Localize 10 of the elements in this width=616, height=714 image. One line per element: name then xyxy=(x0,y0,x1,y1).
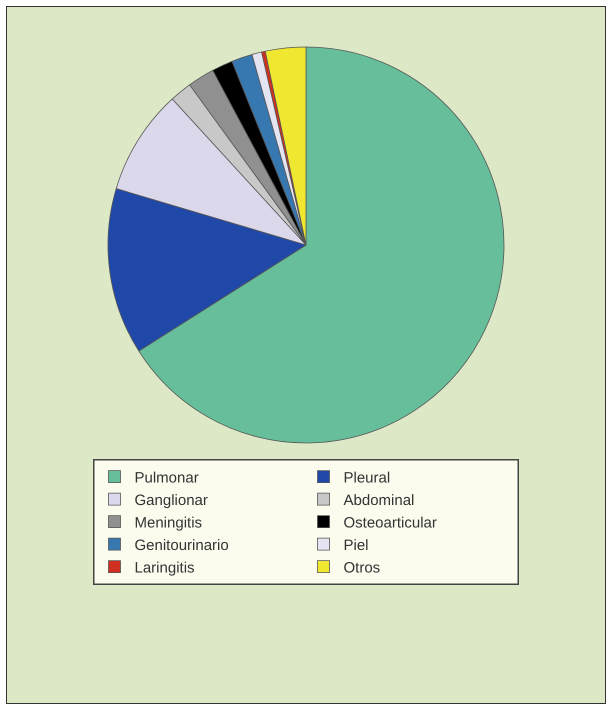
legend-label: Ganglionar xyxy=(134,492,208,509)
legend-label: Pleural xyxy=(344,469,390,486)
legend-label: Pulmonar xyxy=(134,469,199,486)
legend-label: Piel xyxy=(344,536,369,554)
legend-label: Laringitis xyxy=(134,559,195,576)
legend-label: Meningitis xyxy=(134,514,202,532)
legend-label: Otros xyxy=(344,559,380,576)
legend-label: Genitourinario xyxy=(134,536,229,554)
legend-label: Osteoarticular xyxy=(344,514,437,532)
legend-label: Abdominal xyxy=(344,492,414,509)
